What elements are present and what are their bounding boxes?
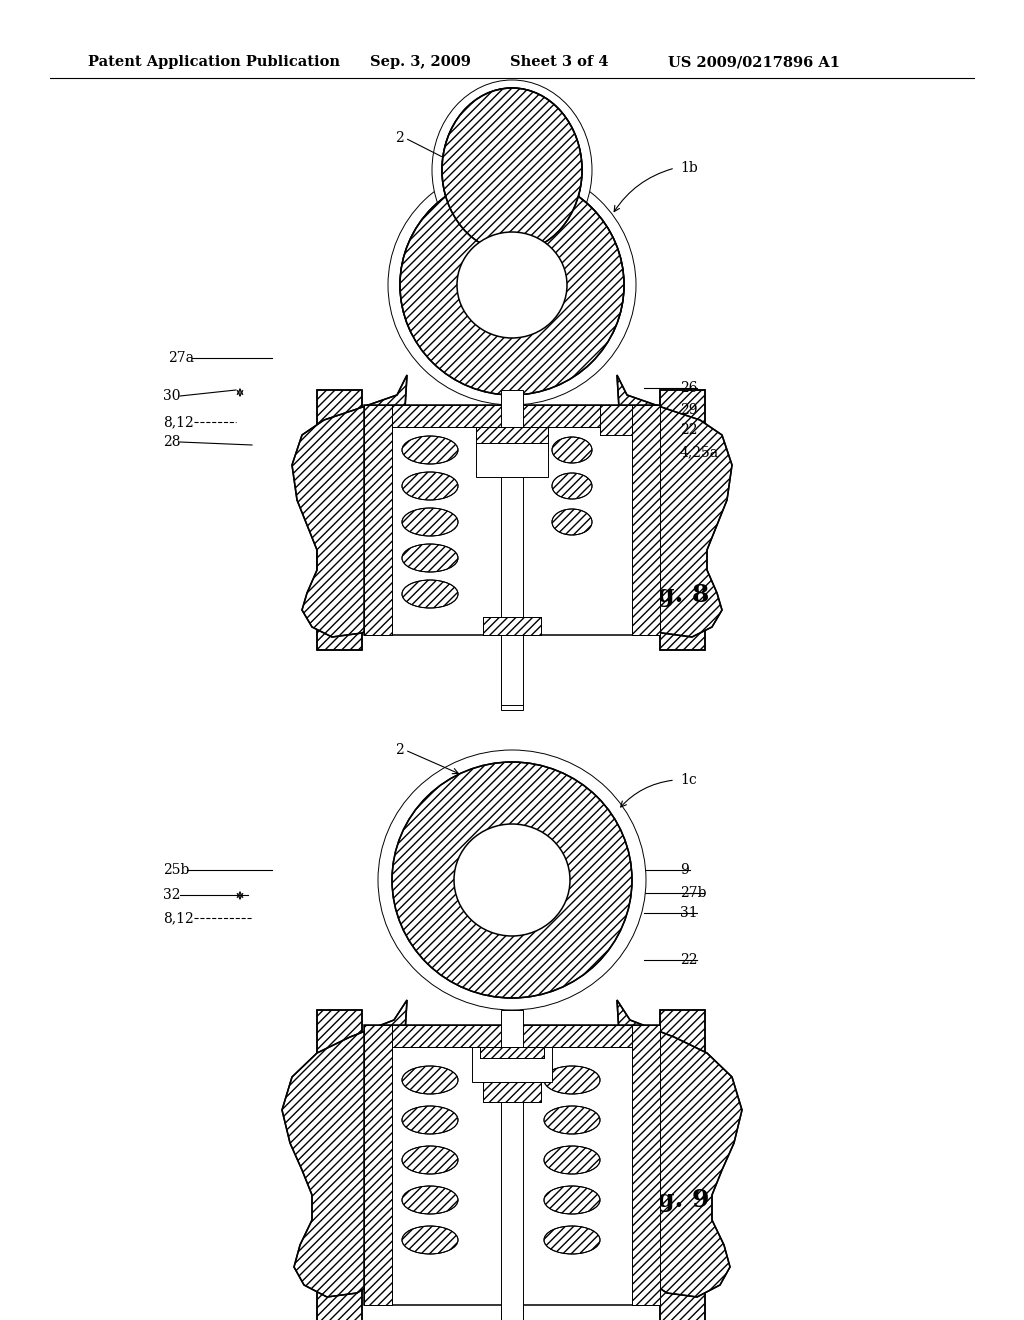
Ellipse shape [402, 1106, 458, 1134]
Bar [364, 1026, 392, 1305]
Text: 10,11: 10,11 [438, 583, 478, 597]
Text: US 2009/0217896 A1: US 2009/0217896 A1 [668, 55, 840, 69]
Polygon shape [617, 375, 732, 638]
Bar [483, 1082, 541, 1102]
Ellipse shape [402, 1185, 458, 1214]
Text: 10,11: 10,11 [435, 1188, 475, 1203]
Text: Sep. 3, 2009: Sep. 3, 2009 [370, 55, 471, 69]
Bar [632, 1026, 660, 1305]
Bar [480, 1047, 544, 1059]
Ellipse shape [402, 436, 458, 465]
Bar [392, 1026, 632, 1047]
Bar [317, 1010, 362, 1320]
Ellipse shape [402, 473, 458, 500]
Bar [660, 1010, 705, 1320]
Text: 22: 22 [680, 422, 697, 437]
Bar [600, 405, 632, 436]
Ellipse shape [432, 81, 592, 260]
Text: Patent Application Publication: Patent Application Publication [88, 55, 340, 69]
Bar [317, 389, 362, 649]
Text: 30: 30 [163, 389, 180, 403]
Ellipse shape [544, 1185, 600, 1214]
Bar [501, 1010, 523, 1320]
Text: 25b: 25b [163, 863, 189, 876]
Ellipse shape [552, 510, 592, 535]
Bar [501, 1305, 523, 1320]
Polygon shape [282, 1001, 407, 1298]
Bar [364, 1026, 392, 1305]
Bar [483, 1082, 541, 1102]
Bar [364, 1026, 660, 1305]
Text: 31: 31 [680, 906, 697, 920]
Bar [317, 389, 362, 649]
Polygon shape [617, 1001, 742, 1298]
Ellipse shape [388, 165, 636, 405]
Ellipse shape [402, 1067, 458, 1094]
Bar [660, 389, 705, 649]
Ellipse shape [544, 1106, 600, 1134]
Ellipse shape [544, 1226, 600, 1254]
Text: 26: 26 [680, 381, 697, 395]
Text: 27b: 27b [680, 886, 707, 900]
Text: 1c: 1c [680, 774, 696, 787]
Ellipse shape [402, 1146, 458, 1173]
Text: 22: 22 [680, 953, 697, 968]
Bar [480, 1047, 544, 1059]
Ellipse shape [457, 232, 567, 338]
Bar [501, 389, 523, 705]
Text: 8,12: 8,12 [163, 414, 194, 429]
Bar [660, 1010, 705, 1320]
Text: 1b: 1b [680, 161, 697, 176]
Bar [483, 616, 541, 635]
Polygon shape [292, 375, 407, 638]
Bar [632, 1026, 660, 1305]
Bar [476, 426, 548, 444]
Bar [632, 405, 660, 635]
Text: 28: 28 [163, 436, 180, 449]
Text: 32: 32 [163, 888, 180, 902]
Text: Fig. 9: Fig. 9 [630, 1188, 710, 1212]
Bar [660, 389, 705, 649]
Ellipse shape [552, 473, 592, 499]
Ellipse shape [544, 1067, 600, 1094]
Ellipse shape [378, 750, 646, 1010]
Ellipse shape [402, 579, 458, 609]
Bar [483, 616, 541, 635]
Text: 27a: 27a [168, 351, 194, 366]
Text: 2: 2 [395, 743, 403, 756]
Bar [632, 405, 660, 635]
Bar [476, 426, 548, 477]
Bar [392, 405, 614, 426]
Text: 29: 29 [680, 403, 697, 417]
Text: Sheet 3 of 4: Sheet 3 of 4 [510, 55, 608, 69]
Bar [364, 405, 660, 635]
Ellipse shape [402, 544, 458, 572]
Polygon shape [400, 88, 624, 335]
Text: 9: 9 [680, 863, 689, 876]
Bar [392, 1026, 632, 1047]
Ellipse shape [402, 1226, 458, 1254]
Ellipse shape [400, 176, 624, 395]
Text: Fig. 8: Fig. 8 [630, 583, 710, 607]
Bar [392, 405, 614, 426]
Ellipse shape [402, 508, 458, 536]
Bar [472, 1047, 552, 1082]
Bar [476, 426, 548, 444]
Text: 2: 2 [395, 131, 403, 145]
Bar [364, 405, 392, 635]
Ellipse shape [552, 437, 592, 463]
Text: 4,25a: 4,25a [680, 445, 719, 459]
Ellipse shape [544, 1146, 600, 1173]
Bar [501, 635, 523, 710]
Text: 8,12: 8,12 [163, 911, 194, 925]
Ellipse shape [392, 762, 632, 998]
Bar [364, 405, 392, 635]
Bar [317, 1010, 362, 1320]
Bar [600, 405, 632, 436]
Ellipse shape [454, 824, 570, 936]
Ellipse shape [442, 88, 582, 252]
